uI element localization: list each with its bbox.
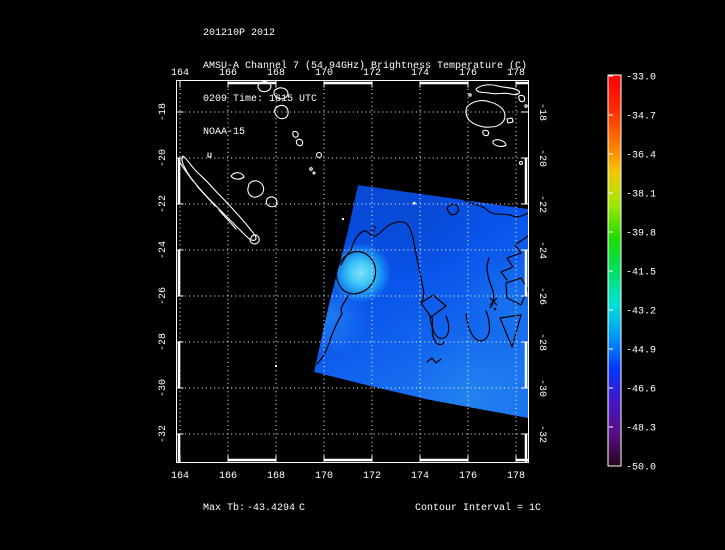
colorbar-tick-label: -50.0	[626, 463, 656, 474]
island-dot	[312, 171, 316, 175]
y-tick-label-left: -26	[158, 287, 169, 305]
y-tick-label-left: -24	[158, 241, 169, 259]
y-tick-label-left: -22	[158, 195, 169, 213]
x-tick-label-bottom: 166	[219, 471, 237, 482]
axis-labels: 164 164 166 166 168 168 170 170 172 172 174 174 176 1…	[158, 68, 547, 482]
brightness-temperature-swath: 43	[314, 185, 528, 418]
title-line-product: AMSU-A Channel 7 (54.94GHz) Brightness T…	[203, 61, 528, 72]
colorbar-labels: -33.0 -34.7 -36.4 -38.1 -39.8 -41.5 -43.2 -44.9…	[609, 73, 656, 474]
title-line-satellite: NOAA-15	[203, 127, 246, 138]
max-tb-unit: C	[299, 503, 306, 514]
x-tick-label-top: 166	[219, 68, 237, 79]
x-tick-label-top: 170	[315, 68, 333, 79]
y-tick-label-right: -26	[536, 287, 547, 305]
max-tb-value: -43.4294	[247, 503, 296, 514]
x-tick-label-top: 176	[459, 68, 477, 79]
coastline-nc-reef	[178, 160, 237, 230]
coastlines	[178, 81, 528, 367]
colorbar-tick-label: -34.7	[626, 112, 656, 123]
graticule-grid	[176, 80, 529, 463]
light-patch	[405, 333, 528, 418]
coastline-new-caledonia	[181, 155, 257, 241]
y-tick-label-left: -20	[158, 149, 169, 167]
coastline-aneityum	[315, 151, 323, 159]
title-line-dataset: 201210P 2012	[203, 28, 276, 39]
x-tick-label-top: 172	[363, 68, 381, 79]
colorbar-tick-label: -46.6	[626, 385, 656, 396]
x-tick-label-bottom: 174	[411, 471, 429, 482]
y-tick-label-left: -28	[158, 333, 169, 351]
y-tick-label-right: -32	[536, 425, 547, 443]
coastline-isle-of-pines	[249, 234, 260, 245]
plot-frame	[176, 80, 529, 463]
x-tick-label-bottom: 170	[315, 471, 333, 482]
x-tick-label-bottom: 164	[171, 471, 189, 482]
colorbar-tick-label: -36.4	[626, 151, 656, 162]
x-tick-label-top: 174	[411, 68, 429, 79]
x-tick-label-top: 178	[507, 68, 525, 79]
island-dot	[524, 104, 528, 108]
colorbar	[607, 74, 622, 467]
y-tick-label-right: -20	[536, 149, 547, 167]
x-tick-label-bottom: 168	[267, 471, 285, 482]
colorbar-tick-label: -43.2	[626, 307, 656, 318]
x-tick-label-top: 164	[171, 68, 189, 79]
island-speck	[275, 365, 277, 367]
coastline-fiji-vanua-levu	[475, 84, 521, 96]
x-tick-label-bottom: 178	[507, 471, 525, 482]
coastline-ouvea	[230, 172, 245, 180]
island-dot	[207, 152, 212, 158]
coastline-fiji-small-islands	[482, 94, 526, 148]
island-dot	[518, 160, 524, 166]
axis-ticks	[176, 80, 529, 463]
contour-interval-note: Contour Interval = 1C	[415, 503, 542, 514]
colorbar-tick-label: -39.8	[626, 229, 656, 240]
island-dot	[468, 93, 472, 97]
y-tick-label-right: -22	[536, 195, 547, 213]
colorbar-tick-label: -33.0	[626, 73, 656, 84]
coastline-fiji-viti-levu	[465, 100, 506, 128]
coastline-vanuatu	[257, 81, 304, 147]
title-line-time: 0209 Time: 1615 UTC	[203, 94, 318, 105]
max-tb-label: Max Tb:	[203, 503, 246, 514]
coastline-lifou	[247, 180, 265, 198]
colorbar-tick-label: -48.3	[626, 424, 656, 435]
island-dot	[309, 167, 313, 171]
x-tick-label-bottom: 172	[363, 471, 381, 482]
contour-value-label: 43	[369, 224, 379, 234]
y-tick-label-left: -18	[158, 103, 169, 121]
light-patch	[314, 280, 368, 356]
plot-title-block: 201210P 2012 AMSU-A Channel 7 (54.94GHz)…	[203, 6, 527, 160]
x-tick-label-top: 168	[267, 68, 285, 79]
colorbar-tick-label: -41.5	[626, 268, 656, 279]
island-speck	[413, 202, 416, 205]
island-speck	[342, 218, 344, 220]
y-tick-label-right: -28	[536, 333, 547, 351]
y-tick-label-right: -18	[536, 103, 547, 121]
y-tick-label-right: -30	[536, 379, 547, 397]
colorbar-tick-label: -44.9	[626, 346, 656, 357]
max-tb-marker-icon	[489, 297, 498, 311]
y-tick-label-left: -32	[158, 425, 169, 443]
y-tick-label-left: -30	[158, 379, 169, 397]
colorbar-tick-label: -38.1	[626, 190, 656, 201]
coastline-mare	[265, 196, 278, 208]
x-tick-label-bottom: 176	[459, 471, 477, 482]
y-tick-label-right: -24	[536, 241, 547, 259]
